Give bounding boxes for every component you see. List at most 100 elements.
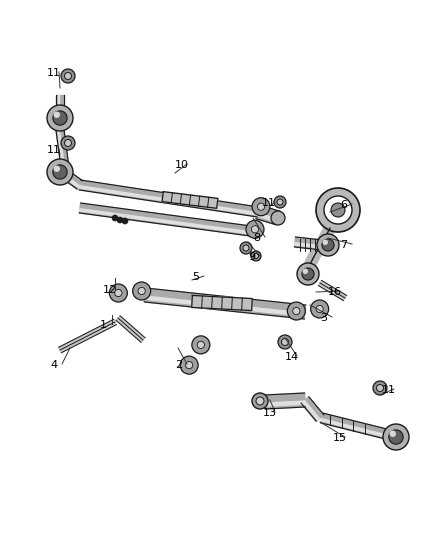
Text: 12: 12 (103, 285, 117, 295)
Circle shape (297, 263, 319, 285)
Polygon shape (59, 319, 117, 353)
Circle shape (64, 72, 71, 79)
Text: 13: 13 (263, 408, 277, 418)
Circle shape (303, 269, 308, 274)
Polygon shape (265, 393, 305, 409)
Polygon shape (58, 130, 65, 175)
Polygon shape (301, 397, 324, 421)
Circle shape (316, 188, 360, 232)
Polygon shape (257, 213, 278, 222)
Circle shape (377, 384, 384, 392)
Polygon shape (294, 237, 322, 250)
Text: 11: 11 (262, 198, 276, 208)
Polygon shape (63, 171, 83, 189)
Text: 9: 9 (248, 252, 255, 262)
Circle shape (256, 397, 264, 405)
Circle shape (53, 165, 67, 179)
Circle shape (331, 203, 345, 217)
Circle shape (383, 424, 409, 450)
Polygon shape (318, 280, 346, 301)
Text: 3: 3 (320, 313, 327, 323)
Circle shape (322, 239, 334, 251)
Circle shape (53, 111, 67, 125)
Circle shape (64, 140, 71, 147)
Circle shape (246, 220, 264, 238)
Circle shape (293, 308, 300, 314)
Circle shape (278, 335, 292, 349)
Circle shape (61, 69, 75, 83)
Circle shape (252, 198, 270, 216)
Circle shape (197, 341, 205, 349)
Text: 11: 11 (47, 145, 61, 155)
Circle shape (251, 251, 261, 261)
Polygon shape (79, 180, 259, 217)
Polygon shape (58, 95, 60, 108)
Polygon shape (145, 296, 305, 316)
Polygon shape (144, 288, 306, 319)
Circle shape (287, 302, 305, 320)
Text: 7: 7 (340, 240, 347, 250)
Circle shape (302, 268, 314, 280)
Circle shape (271, 211, 285, 225)
Polygon shape (192, 295, 252, 311)
Polygon shape (56, 130, 70, 175)
Circle shape (322, 239, 328, 245)
Text: 8: 8 (253, 233, 260, 243)
Text: 6: 6 (340, 200, 347, 210)
Circle shape (252, 393, 268, 409)
Text: 14: 14 (285, 352, 299, 362)
Polygon shape (64, 175, 80, 188)
Circle shape (192, 336, 210, 354)
Circle shape (317, 234, 339, 256)
Circle shape (389, 430, 403, 444)
Polygon shape (79, 203, 259, 237)
Circle shape (133, 282, 151, 300)
Polygon shape (303, 400, 319, 420)
Polygon shape (321, 419, 390, 438)
Circle shape (373, 381, 387, 395)
Text: 16: 16 (328, 287, 342, 297)
Circle shape (53, 166, 60, 172)
Circle shape (243, 245, 249, 251)
Polygon shape (116, 316, 145, 342)
Circle shape (61, 136, 75, 150)
Circle shape (274, 196, 286, 208)
Circle shape (316, 305, 323, 312)
Circle shape (47, 159, 73, 185)
Circle shape (389, 431, 396, 437)
Circle shape (112, 215, 118, 221)
Circle shape (251, 225, 258, 233)
Circle shape (138, 287, 145, 295)
Text: 1: 1 (100, 320, 107, 330)
Polygon shape (265, 401, 305, 406)
Polygon shape (162, 192, 218, 208)
Text: 15: 15 (333, 433, 347, 443)
Circle shape (186, 361, 193, 369)
Circle shape (47, 105, 73, 131)
Text: 11: 11 (382, 385, 396, 395)
Text: 4: 4 (50, 360, 57, 370)
Circle shape (282, 338, 289, 345)
Circle shape (277, 199, 283, 205)
Circle shape (117, 217, 123, 223)
Circle shape (115, 289, 122, 297)
Polygon shape (295, 243, 322, 248)
Text: 11: 11 (47, 68, 61, 78)
Circle shape (254, 254, 258, 259)
Polygon shape (80, 209, 258, 235)
Circle shape (324, 196, 352, 224)
Circle shape (122, 218, 128, 224)
Text: 10: 10 (175, 160, 189, 170)
Polygon shape (80, 185, 258, 215)
Text: 2: 2 (175, 360, 182, 370)
Polygon shape (256, 205, 280, 225)
Circle shape (180, 356, 198, 374)
Circle shape (240, 242, 252, 254)
Circle shape (258, 203, 265, 211)
Circle shape (53, 111, 60, 118)
Circle shape (110, 284, 127, 302)
Polygon shape (56, 95, 64, 108)
Circle shape (311, 300, 328, 318)
Polygon shape (321, 413, 391, 440)
Text: 5: 5 (192, 272, 199, 282)
